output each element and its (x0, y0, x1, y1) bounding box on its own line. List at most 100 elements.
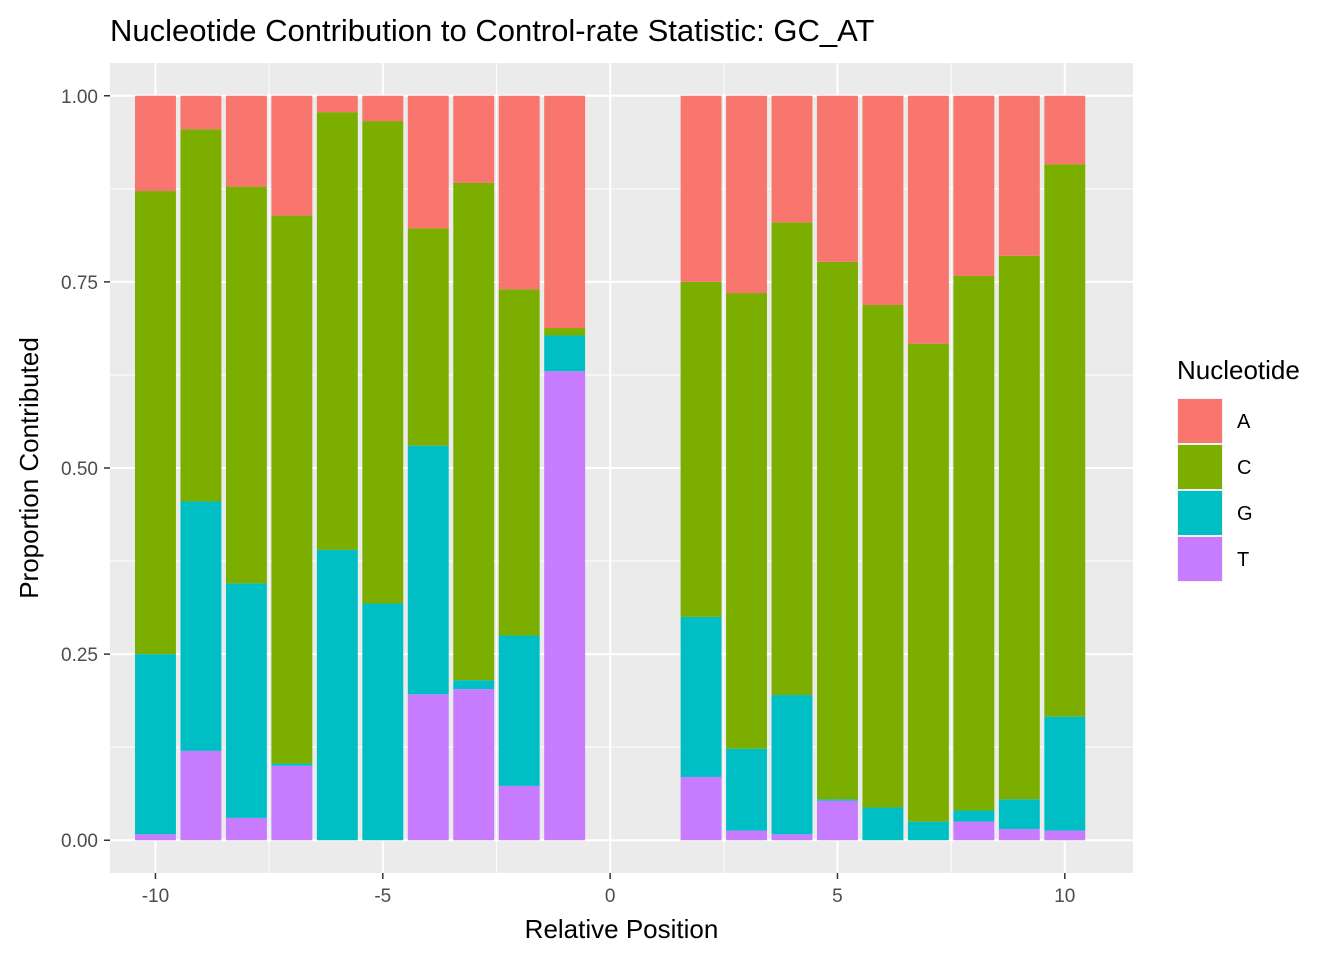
bar-segment-T-pos--4 (407, 694, 449, 841)
x-tick-label: -10 (142, 886, 169, 907)
bar-segment-C-pos-4 (771, 222, 813, 696)
bar-segment-C-pos-5 (817, 261, 858, 800)
bar-segment-T-pos-5 (817, 800, 858, 841)
bar-segment-T-pos--3 (453, 689, 495, 841)
bar-segment-A-pos--2 (498, 95, 540, 290)
bar-segment-C-pos-9 (998, 255, 1040, 800)
bar-segment-G-pos--7 (271, 763, 313, 766)
bar-segment-G-pos-4 (771, 695, 813, 835)
bar-segment-C-pos-6 (862, 304, 904, 808)
bar-segment-G-pos-6 (862, 807, 904, 841)
y-tick-label: 0.50 (61, 459, 98, 480)
bar-segment-G-pos--9 (180, 501, 222, 751)
x-axis-title: Relative Position (525, 914, 719, 944)
bar-segment-G-pos-8 (953, 810, 995, 822)
legend-key-A (1178, 399, 1222, 443)
legend-label-A: A (1237, 411, 1251, 433)
bar-segment-A-pos--9 (180, 95, 222, 130)
bar-segment-G-pos-7 (907, 821, 949, 841)
bar-segment-C-pos-7 (907, 343, 949, 822)
bar-segment-A-pos-2 (680, 95, 722, 282)
bar-segment-C-pos-3 (726, 293, 767, 749)
bar-segment-A-pos--4 (407, 95, 449, 229)
bar-segment-C-pos--3 (453, 182, 495, 681)
bar-segment-T-pos-8 (953, 821, 995, 841)
bar-segment-C-pos--8 (225, 186, 267, 584)
bar-segment-A-pos-7 (907, 95, 949, 344)
bar-segment-G-pos--10 (135, 654, 176, 835)
bar-segment-T-pos-9 (998, 829, 1040, 841)
bar-segment-C-pos--4 (407, 228, 449, 446)
bar-segment-G-pos-5 (817, 799, 858, 801)
y-tick-label: 0.25 (61, 645, 98, 666)
bar-segment-C-pos--5 (362, 121, 404, 604)
bar-segment-T-pos--10 (135, 834, 176, 841)
legend: Nucleotide A C G T (1177, 355, 1300, 582)
bar-segment-T-pos--1 (544, 371, 586, 841)
bar-segment-A-pos-8 (953, 95, 995, 276)
legend-items: A C G T (1177, 398, 1253, 582)
bar-segment-A-pos--1 (544, 95, 586, 329)
bars (135, 95, 1086, 841)
bar-segment-C-pos-8 (953, 275, 995, 811)
bar-segment-G-pos--8 (225, 583, 267, 818)
bar-segment-T-pos--8 (225, 817, 267, 841)
bar-segment-A-pos-10 (1044, 95, 1086, 165)
bar-segment-A-pos--6 (316, 95, 358, 113)
bar-segment-G-pos-10 (1044, 716, 1086, 831)
bar-segment-A-pos--5 (362, 95, 404, 122)
x-tick-label: 10 (1054, 886, 1075, 907)
x-tick-label: 0 (605, 886, 616, 907)
y-tick-label: 0.00 (61, 831, 98, 852)
bar-segment-G-pos--4 (407, 445, 449, 695)
y-axis: 0.00 0.25 0.50 0.75 1.00 (61, 87, 110, 852)
x-axis: -10 -5 0 5 10 (142, 873, 1075, 907)
bar-segment-T-pos-3 (726, 830, 767, 841)
bar-segment-C-pos--1 (544, 328, 586, 336)
bar-segment-G-pos--1 (544, 335, 586, 372)
legend-title: Nucleotide (1177, 355, 1300, 385)
bar-segment-A-pos-5 (817, 95, 858, 262)
bar-segment-T-pos--9 (180, 750, 222, 841)
bar-segment-C-pos--7 (271, 215, 313, 764)
bar-segment-G-pos-9 (998, 799, 1040, 830)
legend-label-G: G (1237, 503, 1253, 525)
bar-segment-C-pos--10 (135, 191, 176, 655)
y-tick-label: 1.00 (61, 87, 98, 108)
bar-segment-C-pos--6 (316, 112, 358, 550)
bar-segment-T-pos-10 (1044, 830, 1086, 841)
bar-segment-G-pos--6 (316, 549, 358, 841)
bar-segment-A-pos-6 (862, 95, 904, 305)
x-tick-label: -5 (374, 886, 391, 907)
bar-segment-G-pos--3 (453, 680, 495, 690)
x-tick-label: 5 (832, 886, 843, 907)
bar-segment-G-pos--2 (498, 635, 540, 786)
bar-segment-C-pos-2 (680, 281, 722, 617)
legend-label-T: T (1237, 549, 1249, 571)
bar-segment-A-pos--7 (271, 95, 313, 216)
bar-segment-C-pos-10 (1044, 164, 1086, 717)
y-axis-title: Proportion Contributed (14, 337, 44, 599)
bar-segment-A-pos-3 (726, 95, 767, 294)
chart-title: Nucleotide Contribution to Control-rate … (110, 13, 874, 48)
legend-label-C: C (1237, 457, 1251, 479)
bar-segment-A-pos-4 (771, 95, 813, 223)
legend-key-C (1178, 445, 1222, 489)
bar-segment-A-pos--3 (453, 95, 495, 183)
legend-key-T (1178, 537, 1222, 581)
bar-segment-T-pos-4 (771, 834, 813, 841)
bar-segment-C-pos--2 (498, 289, 540, 636)
bar-segment-T-pos--2 (498, 785, 540, 841)
bar-segment-G-pos--5 (362, 603, 404, 841)
bar-segment-T-pos--7 (271, 765, 313, 841)
y-tick-label: 0.75 (61, 273, 98, 294)
bar-segment-G-pos-3 (726, 748, 767, 831)
bar-segment-A-pos-9 (998, 95, 1040, 256)
bar-segment-A-pos--10 (135, 95, 176, 192)
bar-segment-C-pos--9 (180, 129, 222, 502)
bar-segment-A-pos--8 (225, 95, 267, 187)
legend-key-G (1178, 491, 1222, 535)
bar-segment-G-pos-2 (680, 616, 722, 777)
bar-segment-T-pos-2 (680, 776, 722, 841)
